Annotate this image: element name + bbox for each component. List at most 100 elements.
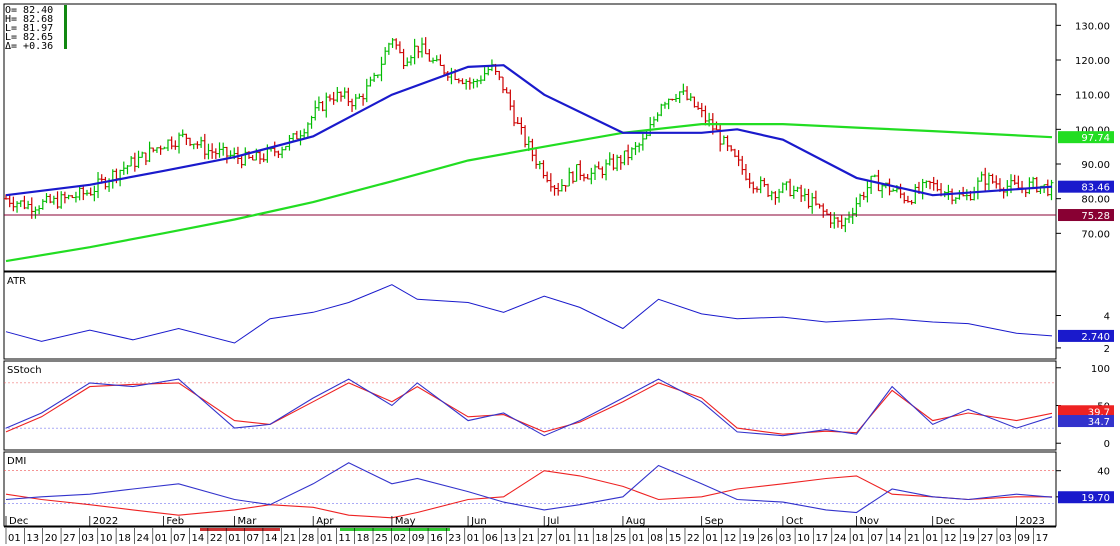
day-label: 11 <box>338 533 351 544</box>
price-tag-0: 97.74 <box>1081 133 1110 144</box>
day-label: 01 <box>8 533 21 544</box>
sstoch-axis-label: 100 <box>1091 364 1110 375</box>
day-label: 24 <box>834 533 847 544</box>
fast-moving-average <box>5 64 1053 197</box>
price-plot <box>4 37 1056 263</box>
day-label: 27 <box>63 533 76 544</box>
day-label: 09 <box>412 533 425 544</box>
day-label: 02 <box>393 533 406 544</box>
day-label: 18 <box>595 533 608 544</box>
day-label: 03 <box>81 533 94 544</box>
day-label: 07 <box>247 533 260 544</box>
day-label: 25 <box>614 533 627 544</box>
day-label: 19 <box>742 533 755 544</box>
sstoch-tag-1-bg <box>1058 415 1114 428</box>
sstoch-title: SStoch <box>7 365 42 376</box>
day-label: 06 <box>485 533 498 544</box>
price-axis-label: 100.00 <box>1075 125 1110 136</box>
readout-low: L= 81.97 <box>5 23 53 34</box>
month-label: Jul <box>546 516 559 527</box>
sstoch-panel-frame <box>3 360 1057 451</box>
month-label: Aug <box>626 516 646 527</box>
day-label: 10 <box>100 533 113 544</box>
month-label: Dec <box>9 516 28 527</box>
day-label: 13 <box>503 533 516 544</box>
month-label: May <box>395 516 416 527</box>
day-label: 20 <box>45 533 58 544</box>
readout-high: H= 82.68 <box>5 14 53 25</box>
day-label: 01 <box>320 533 333 544</box>
day-label: 22 <box>687 533 700 544</box>
dmi-axis-label: 40 <box>1097 467 1110 478</box>
month-label: 2022 <box>93 516 118 527</box>
day-label: 01 <box>559 533 572 544</box>
day-label: 01 <box>852 533 865 544</box>
day-label: 21 <box>907 533 920 544</box>
dmi-minus-line <box>5 470 1052 519</box>
atr-panel-frame <box>3 271 1057 360</box>
readout-open: O= 82.40 <box>5 5 53 16</box>
month-label: Apr <box>316 516 334 527</box>
day-label: 09 <box>1017 533 1030 544</box>
day-label: 01 <box>926 533 939 544</box>
price-axis-label: 80.00 <box>1081 195 1110 206</box>
day-label: 03 <box>999 533 1012 544</box>
day-label: 11 <box>577 533 590 544</box>
time-band-red <box>200 528 280 531</box>
day-label: 22 <box>210 533 223 544</box>
sstoch-tag-0: 39.7 <box>1088 407 1110 418</box>
day-label: 16 <box>430 533 443 544</box>
dmi-tag-0-bg <box>1058 491 1114 504</box>
day-label: 21 <box>522 533 535 544</box>
price-bars <box>4 37 1054 233</box>
atr-tag-0-bg <box>1058 329 1114 342</box>
day-label: 03 <box>779 533 792 544</box>
atr-tag-0: 2.740 <box>1081 332 1110 343</box>
slow-moving-average <box>5 122 1053 263</box>
price-tag-1: 83.46 <box>1081 183 1110 194</box>
day-label: 08 <box>650 533 663 544</box>
dmi-panel-frame <box>3 451 1057 527</box>
day-label: 18 <box>118 533 131 544</box>
day-label: 13 <box>26 533 39 544</box>
dmi-plot <box>4 462 1056 519</box>
day-label: 18 <box>357 533 370 544</box>
day-label: 14 <box>889 533 902 544</box>
day-label: 25 <box>375 533 388 544</box>
month-label: Oct <box>786 516 803 527</box>
price-tag-1-bg <box>1058 180 1114 193</box>
readout-bar <box>64 5 67 49</box>
atr-plot <box>5 284 1053 344</box>
readout-last: L= 82.65 <box>5 32 53 43</box>
day-label: 07 <box>870 533 883 544</box>
day-label: 01 <box>705 533 718 544</box>
readout-change: Δ= +0.36 <box>5 41 53 52</box>
atr-title: ATR <box>7 276 26 287</box>
day-label: 19 <box>962 533 975 544</box>
atr-axis-label: 4 <box>1104 312 1110 323</box>
price-axis-label: 90.00 <box>1081 160 1110 171</box>
price-axis-label: 120.00 <box>1075 56 1110 67</box>
day-label: 01 <box>155 533 168 544</box>
price-tag-0-bg <box>1058 131 1114 144</box>
day-label: 01 <box>467 533 480 544</box>
day-label: 15 <box>669 533 682 544</box>
atr-axis-label: 2 <box>1104 344 1110 355</box>
month-label: Jun <box>470 516 487 527</box>
price-panel-frame <box>3 3 1057 272</box>
sstoch-tag-1: 34.7 <box>1088 417 1110 428</box>
day-label: 12 <box>944 533 957 544</box>
y-axes: 70.00 80.00 90.00 100.00 110.00 120.00 130.00 9… <box>1056 21 1114 504</box>
day-label: 27 <box>540 533 553 544</box>
day-label: 28 <box>302 533 315 544</box>
time-axis: Dec 2022 Feb Mar Apr May Jun Jul Aug Sep Oct Nov Dec… <box>4 516 1056 544</box>
sstoch-tag-0-bg <box>1058 405 1114 418</box>
day-label: 27 <box>981 533 994 544</box>
price-tag-2: 75.28 <box>1081 211 1110 222</box>
day-label: 14 <box>265 533 278 544</box>
day-label: 12 <box>724 533 737 544</box>
ohlc-readout: O= 82.40 H= 82.68 L= 81.97 L= 82.65 Δ= +… <box>5 5 67 52</box>
month-label: 2023 <box>1019 516 1044 527</box>
